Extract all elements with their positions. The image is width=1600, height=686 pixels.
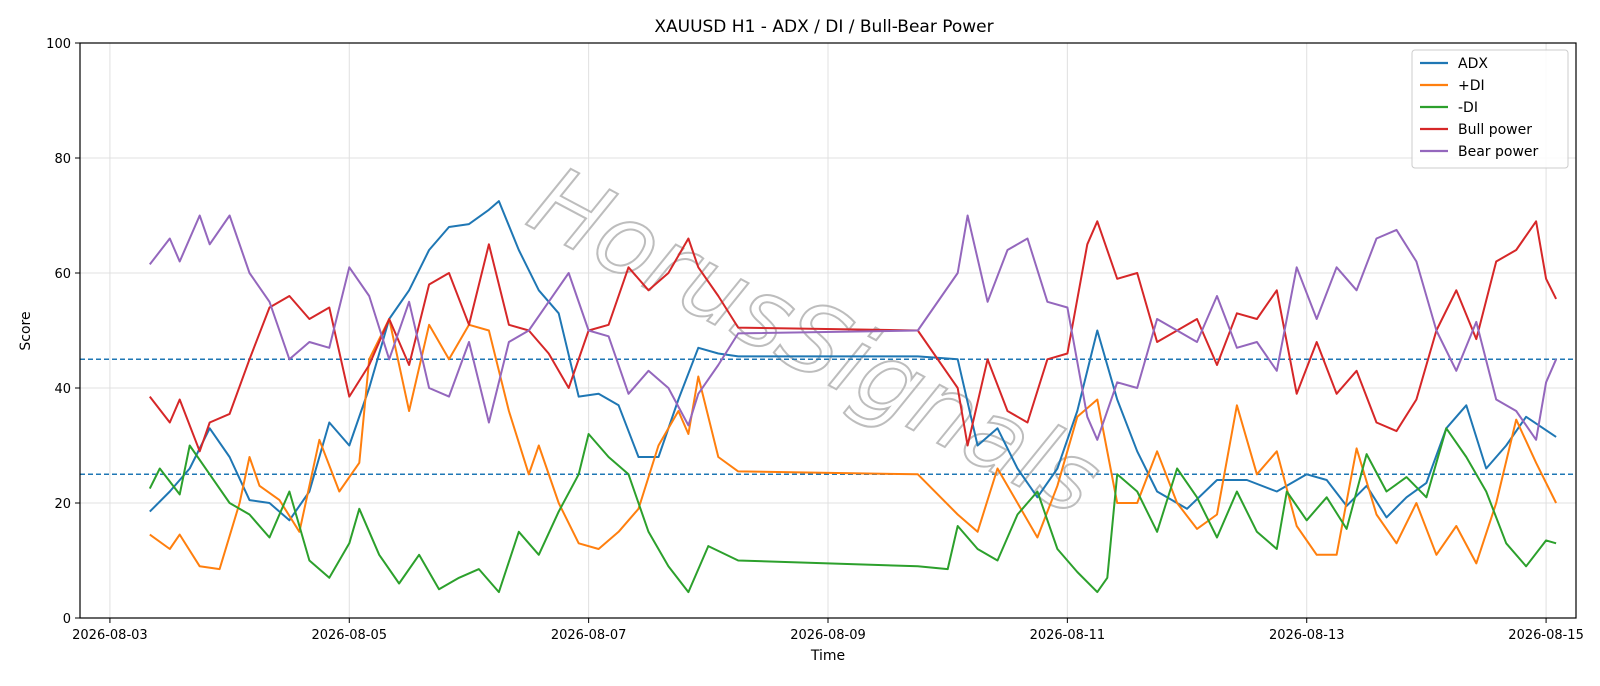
legend: ADX +DI -DI Bull power Bear power [1411,49,1569,169]
x-axis-label: Time [810,648,845,664]
legend-label: Bull power [1458,122,1532,138]
x-tick-label: 2026-08-03 [72,628,148,643]
y-tick-label: 80 [54,152,71,167]
series-lines [148,200,1558,594]
y-axis-label: Score [18,311,34,350]
y-axis: 0 20 40 60 80 100 [46,37,80,627]
x-tick-label: 2026-08-05 [311,628,387,643]
x-tick-label: 2026-08-15 [1508,628,1584,643]
reference-lines [80,358,1576,475]
legend-label: -DI [1458,100,1478,116]
y-tick-label: 0 [63,612,71,627]
y-tick-label: 60 [54,267,71,282]
series-line-di [149,318,1557,571]
y-tick-label: 40 [54,382,71,397]
legend-label: Bear power [1458,144,1539,160]
x-tick-label: 2026-08-07 [551,628,627,643]
legend-label: +DI [1458,78,1485,94]
legend-label: ADX [1458,56,1488,72]
x-tick-label: 2026-08-13 [1269,628,1345,643]
x-axis: 2026-08-03 2026-08-05 2026-08-07 2026-08-09… [72,618,1584,643]
series-line-bull-power [149,220,1557,453]
series-line-di [148,427,1557,594]
x-tick-label: 2026-08-11 [1030,628,1106,643]
series-line-bear-power [149,214,1558,441]
legend-box [1411,49,1569,169]
chart-title: XAUUSD H1 - ADX / DI / Bull-Bear Power [654,17,993,37]
y-tick-label: 20 [54,497,71,512]
y-tick-label: 100 [46,37,71,52]
x-tick-label: 2026-08-09 [790,628,866,643]
